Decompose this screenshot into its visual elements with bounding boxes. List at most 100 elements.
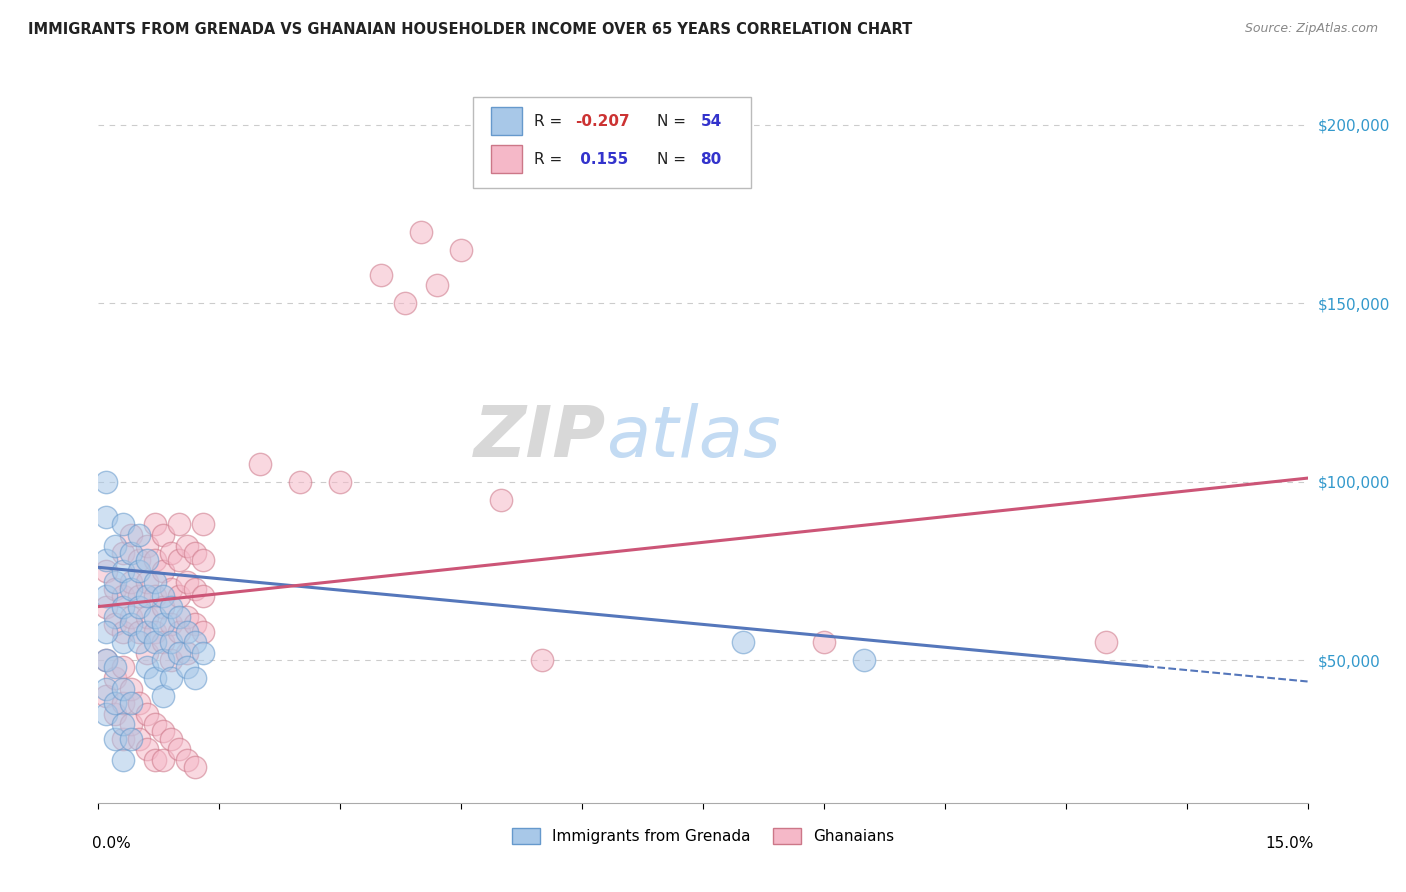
Point (128, 599, 150, 614)
Point (135, 610, 157, 624)
Point (103, 671, 125, 685)
Point (103, 696, 125, 710)
Text: 54: 54 (700, 113, 721, 128)
Legend: Immigrants from Grenada, Ghanaians: Immigrants from Grenada, Ghanaians (506, 822, 900, 850)
Point (128, 528, 150, 542)
Point (120, 546, 142, 560)
Point (111, 731, 134, 746)
Text: 80: 80 (700, 152, 721, 167)
Point (143, 574, 166, 589)
Point (167, 610, 190, 624)
Point (96, 553, 118, 567)
Point (96, 564, 118, 578)
Point (103, 731, 125, 746)
Point (135, 539, 157, 553)
Point (96, 599, 118, 614)
Point (128, 635, 150, 649)
Point (120, 582, 142, 596)
Point (167, 742, 190, 756)
Point (111, 517, 134, 532)
Point (120, 574, 142, 589)
Point (96, 510, 118, 524)
Point (135, 706, 157, 721)
Point (167, 517, 190, 532)
Point (103, 539, 125, 553)
Point (152, 653, 174, 667)
Point (128, 696, 150, 710)
Point (160, 546, 183, 560)
Point (249, 457, 271, 471)
Text: ZIP: ZIP (474, 402, 606, 472)
Point (160, 582, 183, 596)
Text: Source: ZipAtlas.com: Source: ZipAtlas.com (1244, 22, 1378, 36)
Point (160, 617, 183, 632)
Point (152, 689, 174, 703)
Point (176, 574, 198, 589)
Text: N =: N = (657, 113, 690, 128)
Point (152, 564, 174, 578)
Point (143, 589, 166, 603)
Point (96, 681, 118, 696)
Point (160, 671, 183, 685)
Point (135, 553, 157, 567)
Point (143, 753, 166, 767)
Point (409, 225, 432, 239)
Point (111, 635, 134, 649)
Point (135, 574, 157, 589)
Text: 15.0%: 15.0% (1265, 836, 1313, 851)
Point (111, 717, 134, 731)
Point (111, 589, 134, 603)
Point (160, 599, 183, 614)
Point (96, 653, 118, 667)
Point (111, 753, 134, 767)
Point (111, 546, 134, 560)
Point (184, 617, 207, 632)
Point (288, 475, 311, 489)
Point (530, 653, 553, 667)
Point (96, 689, 118, 703)
Point (96, 589, 118, 603)
Point (193, 553, 215, 567)
Point (103, 706, 125, 721)
Point (152, 753, 174, 767)
Text: atlas: atlas (606, 402, 780, 472)
Text: R =: R = (534, 152, 567, 167)
Point (329, 475, 352, 489)
Point (96, 653, 118, 667)
Point (143, 635, 166, 649)
Point (184, 760, 207, 774)
Point (120, 681, 142, 696)
Point (167, 553, 190, 567)
Point (193, 589, 215, 603)
Point (111, 564, 134, 578)
Point (152, 589, 174, 603)
Point (111, 624, 134, 639)
Point (184, 635, 207, 649)
Point (135, 660, 157, 674)
Point (184, 671, 207, 685)
Point (111, 681, 134, 696)
FancyBboxPatch shape (492, 107, 522, 135)
Point (1095, 635, 1118, 649)
Point (394, 296, 416, 310)
Point (103, 582, 125, 596)
Point (152, 635, 174, 649)
Point (103, 610, 125, 624)
Point (111, 696, 134, 710)
Point (160, 653, 183, 667)
Point (143, 553, 166, 567)
Point (184, 582, 207, 596)
Point (193, 624, 215, 639)
Text: N =: N = (657, 152, 690, 167)
Point (128, 731, 150, 746)
Point (135, 742, 157, 756)
Point (160, 635, 183, 649)
Point (96, 475, 118, 489)
Point (103, 574, 125, 589)
Point (176, 646, 198, 660)
Point (167, 624, 190, 639)
Point (193, 646, 215, 660)
Text: R =: R = (534, 113, 567, 128)
Point (128, 564, 150, 578)
Point (143, 610, 166, 624)
